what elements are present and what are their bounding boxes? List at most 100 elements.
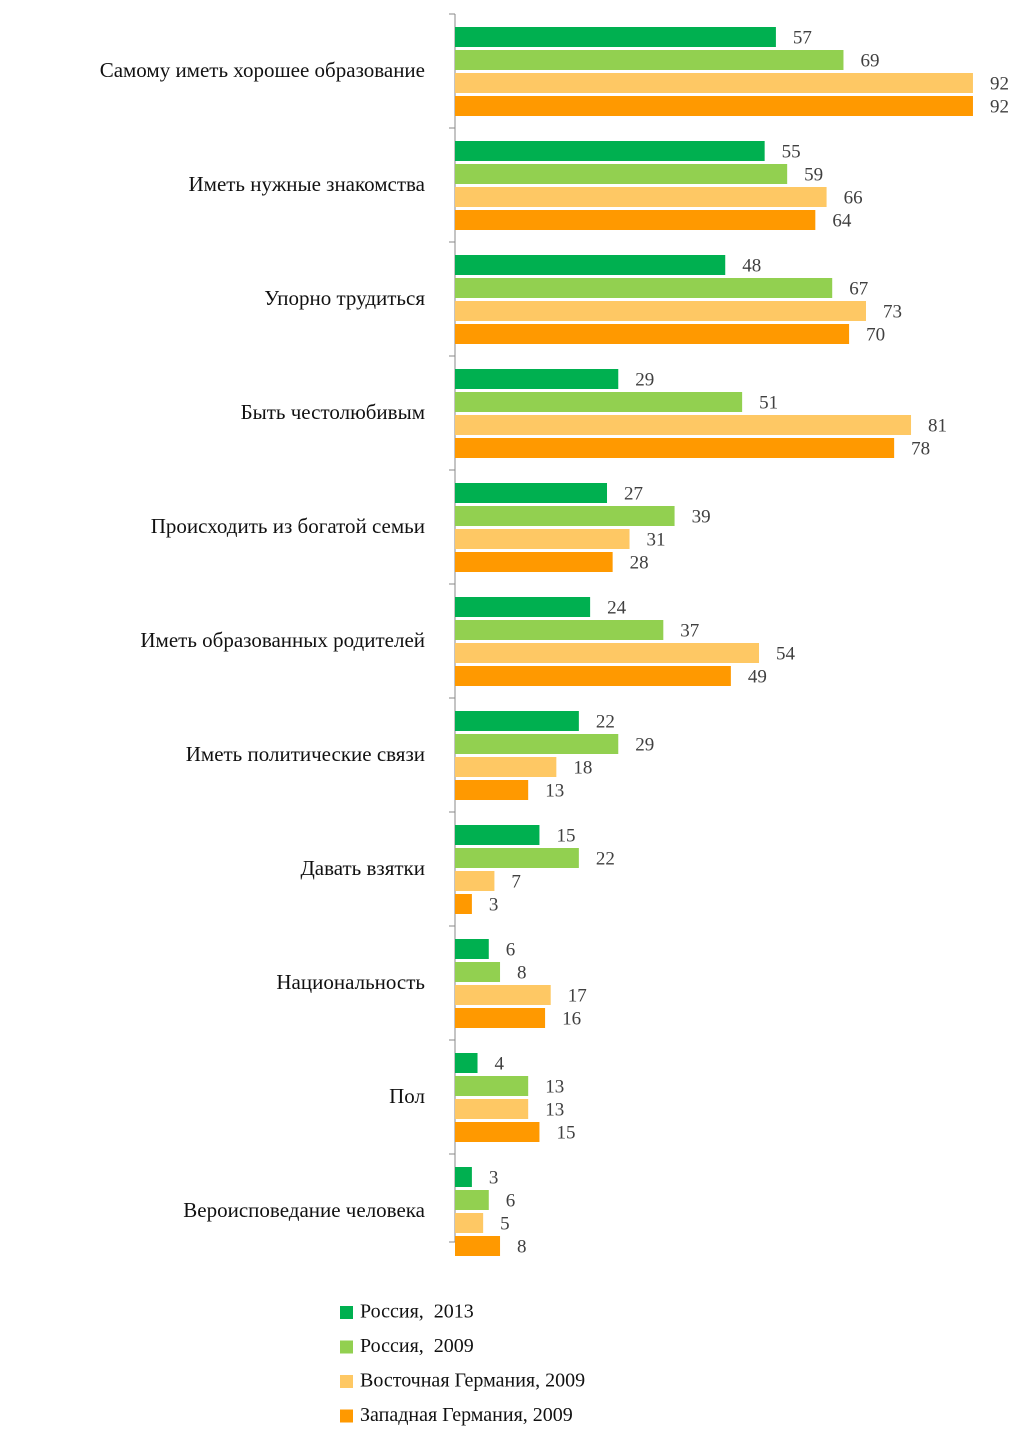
legend-swatch xyxy=(340,1340,353,1354)
value-label: 31 xyxy=(647,529,666,550)
bar xyxy=(455,1213,484,1233)
category-label: Иметь образованных родителей xyxy=(140,628,425,652)
value-label: 67 xyxy=(849,278,868,299)
bar xyxy=(455,141,765,161)
value-label: 73 xyxy=(883,301,902,322)
value-label: 22 xyxy=(596,711,615,732)
legend-label: Россия, 2009 xyxy=(360,1335,474,1357)
value-label: 92 xyxy=(990,73,1009,94)
bar xyxy=(455,1099,529,1119)
value-label: 51 xyxy=(759,392,778,413)
value-label: 78 xyxy=(911,438,930,459)
bar xyxy=(455,73,973,93)
legend-swatch xyxy=(340,1306,353,1319)
value-label: 57 xyxy=(793,27,812,48)
bar xyxy=(455,620,664,640)
bar xyxy=(455,643,760,663)
bar xyxy=(455,278,833,298)
value-label: 18 xyxy=(573,757,592,778)
bar xyxy=(455,50,844,70)
bar xyxy=(455,666,731,686)
value-label: 15 xyxy=(556,825,575,846)
value-label: 8 xyxy=(517,1236,527,1257)
value-label: 16 xyxy=(562,1008,581,1029)
value-label: 48 xyxy=(742,255,761,276)
value-label: 70 xyxy=(866,324,885,345)
bar xyxy=(455,392,743,412)
category-label: Пол xyxy=(389,1084,425,1108)
value-label: 81 xyxy=(928,415,947,436)
value-label: 92 xyxy=(990,96,1009,117)
bar xyxy=(455,757,557,777)
value-label: 66 xyxy=(844,187,863,208)
value-label: 54 xyxy=(776,643,796,664)
bar xyxy=(455,369,619,389)
bar xyxy=(455,871,495,891)
value-label: 8 xyxy=(517,962,527,983)
bar xyxy=(455,529,630,549)
category-label: Вероисповедание человека xyxy=(183,1198,425,1222)
value-label: 29 xyxy=(635,369,654,390)
bar xyxy=(455,438,895,458)
bar xyxy=(455,711,579,731)
bar xyxy=(455,734,619,754)
legend-swatch xyxy=(340,1409,353,1423)
bar xyxy=(455,187,827,207)
value-label: 27 xyxy=(624,483,643,504)
bar xyxy=(455,301,866,321)
bar xyxy=(455,506,675,526)
category-label: Самому иметь хорошее образование xyxy=(100,58,425,82)
value-label: 17 xyxy=(568,985,587,1006)
value-label: 64 xyxy=(832,210,852,231)
value-label: 7 xyxy=(511,871,521,892)
value-label: 13 xyxy=(545,1076,564,1097)
category-label: Происходить из богатой семьи xyxy=(151,514,425,538)
bar xyxy=(455,597,591,617)
bar xyxy=(455,1236,501,1256)
category-label: Быть честолюбивым xyxy=(241,400,425,424)
bar xyxy=(455,96,973,116)
value-label: 28 xyxy=(630,552,649,573)
value-label: 13 xyxy=(545,780,564,801)
legend-label: Восточная Германия, 2009 xyxy=(360,1370,585,1392)
bar xyxy=(455,1076,529,1096)
bar xyxy=(455,552,613,572)
value-label: 6 xyxy=(506,1190,516,1211)
bar xyxy=(455,825,540,845)
value-label: 15 xyxy=(556,1122,575,1143)
category-label: Упорно трудиться xyxy=(264,286,425,310)
value-label: 3 xyxy=(489,1167,499,1188)
bar xyxy=(455,210,816,230)
bar xyxy=(455,164,788,184)
category-label: Давать взятки xyxy=(300,856,425,880)
bar xyxy=(455,1190,489,1210)
value-label: 55 xyxy=(782,141,801,162)
bar xyxy=(455,985,551,1005)
category-label: Иметь нужные знакомства xyxy=(188,172,425,196)
bar xyxy=(455,939,489,959)
category-label: Национальность xyxy=(276,970,425,994)
bar xyxy=(455,483,608,503)
bar xyxy=(455,415,912,435)
bar xyxy=(455,780,529,800)
value-label: 22 xyxy=(596,848,615,869)
bar xyxy=(455,894,472,914)
value-label: 39 xyxy=(692,506,711,527)
bar xyxy=(455,255,726,275)
value-label: 24 xyxy=(607,597,627,618)
bar xyxy=(455,1122,540,1142)
bar xyxy=(455,1167,472,1187)
legend-swatch xyxy=(340,1375,353,1388)
value-label: 3 xyxy=(489,894,499,915)
bar xyxy=(455,962,501,982)
value-label: 59 xyxy=(804,164,823,185)
value-label: 37 xyxy=(680,620,699,641)
legend-label: Западная Германия, 2009 xyxy=(360,1404,573,1426)
value-label: 4 xyxy=(495,1053,505,1074)
bar xyxy=(455,1008,546,1028)
value-label: 13 xyxy=(545,1099,564,1120)
legend-label: Россия, 2013 xyxy=(360,1301,474,1323)
value-label: 49 xyxy=(748,666,767,687)
bar xyxy=(455,27,776,47)
